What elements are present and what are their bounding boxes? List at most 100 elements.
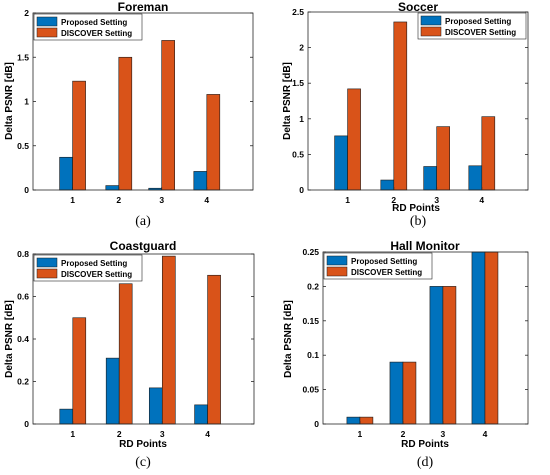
legend-label: Proposed Setting [445, 17, 511, 26]
chart-title: Foreman [118, 0, 169, 14]
bar-proposed-rd1 [334, 135, 348, 191]
bar-proposed-rd1 [59, 156, 73, 191]
y-tick-label: 0.5 [292, 149, 304, 159]
legend-label: DISCOVER Setting [61, 270, 132, 279]
panel-caption: (b) [410, 214, 427, 229]
y-tick-label: 0.8 [17, 249, 29, 259]
x-tick-label: 2 [116, 195, 121, 205]
y-tick-label: 0.5 [17, 141, 29, 151]
y-tick-label: 2 [24, 8, 29, 18]
bar-discover-rd2 [393, 21, 408, 191]
bar-discover-rd3 [161, 255, 176, 425]
x-tick-label: 3 [441, 429, 446, 439]
y-tick-label: 0 [24, 419, 29, 429]
legend-swatch-proposed [326, 255, 348, 266]
legend-label: DISCOVER Setting [351, 268, 422, 277]
y-tick-label: 0.2 [307, 281, 319, 291]
x-tick-label: 2 [391, 195, 396, 205]
x-tick-label: 4 [483, 429, 488, 439]
legend-swatch-proposed [36, 16, 58, 27]
x-tick-label: 1 [345, 195, 350, 205]
legend-label: Proposed Setting [61, 259, 127, 268]
y-tick-label: 0.6 [17, 292, 29, 302]
chart-panel-2: 0 0.5 1 1.5 2 2.5 1 2 3 4 Soccer Delta PSNR [dB] RD … [282, 0, 529, 229]
legend-swatch-discover [420, 26, 442, 37]
legend-swatch-discover [326, 266, 348, 277]
bar-discover-rd2 [118, 56, 133, 191]
y-axis-label: Delta PSNR [dB] [4, 300, 15, 378]
legend: Proposed Setting DISCOVER Setting [417, 12, 527, 40]
chart-title: Soccer [398, 0, 438, 14]
bar-discover-rd2 [402, 361, 417, 425]
bar-proposed-rd2 [380, 179, 395, 191]
x-tick-label: 4 [479, 195, 484, 205]
bar-discover-rd1 [347, 88, 361, 191]
y-tick-label: 2.5 [292, 7, 304, 17]
chart-panel-3: 0 0.2 0.4 0.6 0.8 1 2 3 4 Coastguard Delta PSNR [d… [4, 239, 255, 470]
y-tick-label: 0.1 [307, 350, 319, 360]
y-tick-label: 2 [299, 43, 304, 53]
x-axis-label: RD Points [119, 439, 167, 450]
axes-box [322, 251, 529, 425]
legend: Proposed Setting DISCOVER Setting [323, 252, 433, 280]
legend-swatch-discover [36, 268, 58, 279]
y-axis-label: Delta PSNR [dB] [283, 300, 294, 378]
x-tick-label: 4 [204, 195, 209, 205]
legend-label: DISCOVER Setting [61, 29, 132, 38]
bar-proposed-rd3 [148, 387, 163, 425]
y-tick-label: 0 [314, 419, 319, 429]
y-tick-label: 0.05 [302, 385, 319, 395]
legend-swatch-discover [36, 27, 58, 38]
bar-proposed-rd1 [59, 408, 74, 425]
x-tick-label: 1 [70, 195, 75, 205]
y-tick-label: 1 [299, 114, 304, 124]
x-tick-label: 1 [358, 429, 363, 439]
x-tick-label: 3 [159, 195, 164, 205]
bar-discover-rd1 [72, 317, 87, 425]
y-tick-label: 0.2 [17, 377, 29, 387]
axes-box [307, 11, 529, 191]
bar-proposed-rd4 [468, 165, 483, 191]
bar-proposed-rd1 [346, 416, 361, 425]
panel-caption: (c) [135, 455, 151, 470]
y-tick-label: 1.5 [17, 52, 29, 62]
x-tick-label: 2 [401, 429, 406, 439]
bar-discover-rd4 [206, 94, 221, 191]
y-tick-label: 1 [24, 97, 29, 107]
bar-proposed-rd2 [105, 357, 120, 425]
x-tick-label: 3 [434, 195, 439, 205]
bar-proposed-rd2 [389, 361, 404, 425]
y-tick-label: 0.4 [17, 334, 29, 344]
legend-swatch-proposed [420, 15, 442, 26]
x-axis-label: RD Points [392, 203, 440, 214]
bar-proposed-rd2 [105, 185, 120, 191]
bar-discover-rd2 [118, 283, 133, 425]
bar-proposed-rd3 [429, 286, 444, 425]
legend: Proposed Setting DISCOVER Setting [33, 13, 143, 41]
bar-discover-rd3 [161, 40, 175, 191]
y-tick-label: 0 [299, 185, 304, 195]
x-axis-label: RD Points [401, 439, 449, 450]
y-axis-label: Delta PSNR [dB] [282, 62, 293, 140]
bar-discover-rd3 [442, 286, 457, 425]
y-tick-label: 0 [24, 185, 29, 195]
bar-proposed-rd4 [471, 251, 486, 425]
chart-panel-4: 0 0.05 0.1 0.15 0.2 0.25 1 2 3 4 Hall Monitor Delta… [283, 239, 529, 470]
bar-discover-rd1 [72, 80, 86, 191]
y-tick-label: 1.5 [292, 78, 304, 88]
bar-discover-rd4 [481, 116, 496, 191]
legend: Proposed Setting DISCOVER Setting [33, 254, 143, 282]
bar-proposed-rd3 [423, 166, 438, 191]
bar-proposed-rd4 [194, 404, 208, 425]
bar-proposed-rd4 [193, 171, 208, 191]
legend-swatch-proposed [36, 257, 58, 268]
bar-discover-rd1 [359, 416, 374, 425]
y-axis-label: Delta PSNR [dB] [4, 62, 15, 140]
panel-caption: (d) [417, 455, 434, 470]
legend-label: Proposed Setting [61, 18, 127, 27]
x-tick-label: 4 [205, 429, 210, 439]
bar-discover-rd3 [436, 126, 451, 191]
y-tick-label: 0.25 [302, 247, 319, 257]
y-tick-label: 0.15 [302, 316, 319, 326]
